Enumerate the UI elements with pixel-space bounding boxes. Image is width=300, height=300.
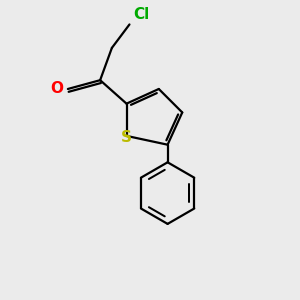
Text: O: O xyxy=(50,82,64,97)
Text: S: S xyxy=(121,130,132,145)
Text: Cl: Cl xyxy=(133,7,149,22)
